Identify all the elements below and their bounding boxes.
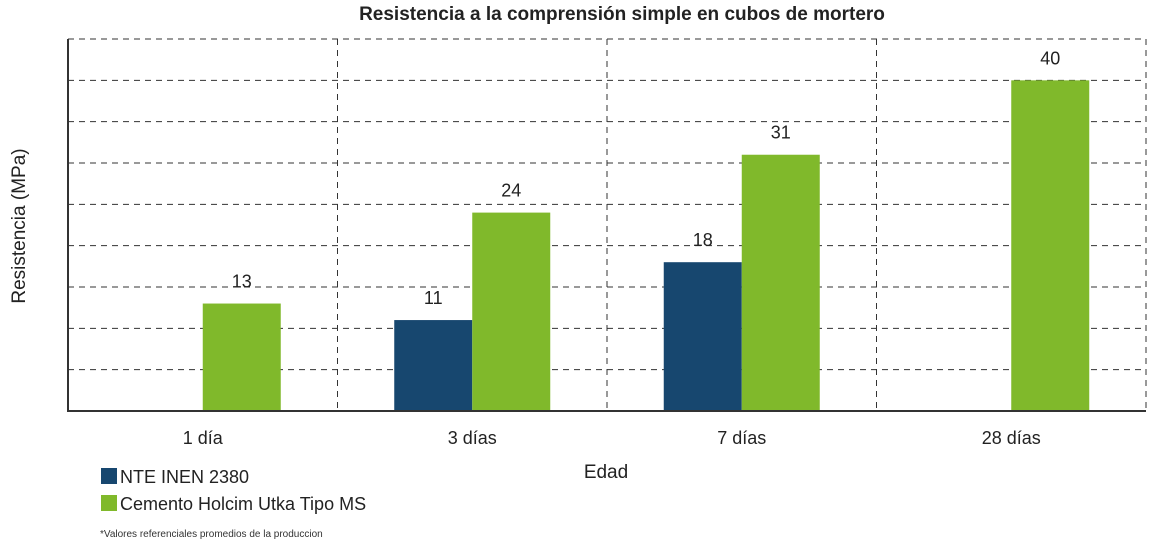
footnote: *Valores referenciales promedios de la p… bbox=[100, 529, 323, 540]
legend-swatch bbox=[101, 468, 117, 484]
bars bbox=[202, 80, 1090, 411]
x-tick-label: 7 días bbox=[717, 428, 766, 448]
y-axis-label: Resistencia (MPa) bbox=[9, 148, 30, 303]
data-label: 24 bbox=[501, 181, 521, 201]
bar bbox=[472, 212, 551, 411]
bar bbox=[394, 320, 473, 411]
bar bbox=[1011, 80, 1090, 411]
x-tick-label: 3 días bbox=[448, 428, 497, 448]
x-tick-label: 28 días bbox=[982, 428, 1041, 448]
axes bbox=[67, 39, 1146, 412]
bar bbox=[741, 154, 820, 411]
legend-swatch bbox=[101, 495, 117, 511]
data-label: 31 bbox=[771, 123, 791, 143]
data-label: 18 bbox=[693, 230, 713, 250]
labels: 13 1 día 11 24 3 días 18 31 7 días 40 28 días bbox=[183, 48, 1061, 448]
grid bbox=[68, 38, 1147, 411]
legend-label: Cemento Holcim Utka Tipo MS bbox=[120, 494, 366, 514]
legend: NTE INEN 2380 Cemento Holcim Utka Tipo MS bbox=[101, 467, 366, 514]
bar bbox=[202, 303, 281, 411]
bar bbox=[663, 262, 742, 411]
x-tick-label: 1 día bbox=[183, 428, 224, 448]
chart-title: Resistencia a la comprensión simple en c… bbox=[359, 4, 885, 25]
x-axis-label: Edad bbox=[584, 462, 628, 483]
data-label: 40 bbox=[1040, 48, 1060, 68]
data-label: 13 bbox=[232, 272, 252, 292]
data-label: 11 bbox=[424, 288, 443, 308]
legend-label: NTE INEN 2380 bbox=[120, 467, 249, 487]
